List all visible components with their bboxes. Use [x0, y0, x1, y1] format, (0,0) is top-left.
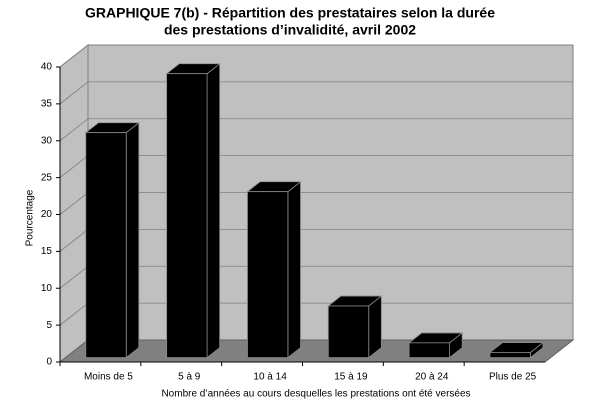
bar: [327, 295, 383, 359]
y-tick-label: 30: [41, 135, 53, 146]
bar-front: [408, 342, 450, 359]
x-tick-label: 10 à 14: [253, 372, 287, 383]
bar-front: [166, 73, 208, 358]
bar-front: [85, 132, 127, 359]
bar-front: [489, 352, 531, 358]
x-axis-label: Nombre d’années au cours desquelles les …: [161, 389, 470, 400]
y-tick-label: 10: [41, 283, 53, 294]
bar: [165, 62, 221, 359]
grid-line: [59, 118, 573, 142]
bar: [246, 180, 302, 359]
x-tick-label: 20 à 24: [415, 372, 449, 383]
y-tick-label: 5: [46, 320, 52, 331]
bar-side: [125, 121, 140, 359]
bar-side: [287, 180, 301, 359]
bar-front: [327, 305, 370, 359]
y-tick-label: 20: [41, 209, 53, 220]
y-axis-label: Pourcentage: [25, 189, 36, 246]
bar: [84, 121, 140, 359]
y-tick-label: 15: [41, 246, 53, 257]
bar-side: [206, 62, 221, 359]
bar: [488, 341, 545, 359]
x-tick-label: 5 à 9: [178, 372, 201, 383]
y-tick-label: 35: [41, 99, 53, 110]
x-tick-label: Moins de 5: [84, 372, 133, 383]
chart-title: des prestations d’invalidité, avril 2002: [164, 22, 416, 38]
y-tick-label: 0: [46, 357, 52, 368]
y-tick-label: 40: [41, 62, 53, 73]
bar-side: [368, 295, 382, 359]
y-tick-label: 25: [41, 172, 53, 183]
grid-line: [59, 44, 573, 68]
bar: [407, 332, 464, 359]
grid-line: [59, 81, 573, 105]
x-tick-label: Plus de 25: [489, 372, 537, 383]
bar-front: [247, 191, 289, 359]
x-tick-label: 15 à 19: [334, 372, 368, 383]
chart-title: GRAPHIQUE 7(b) - Répartition des prestat…: [85, 5, 495, 21]
